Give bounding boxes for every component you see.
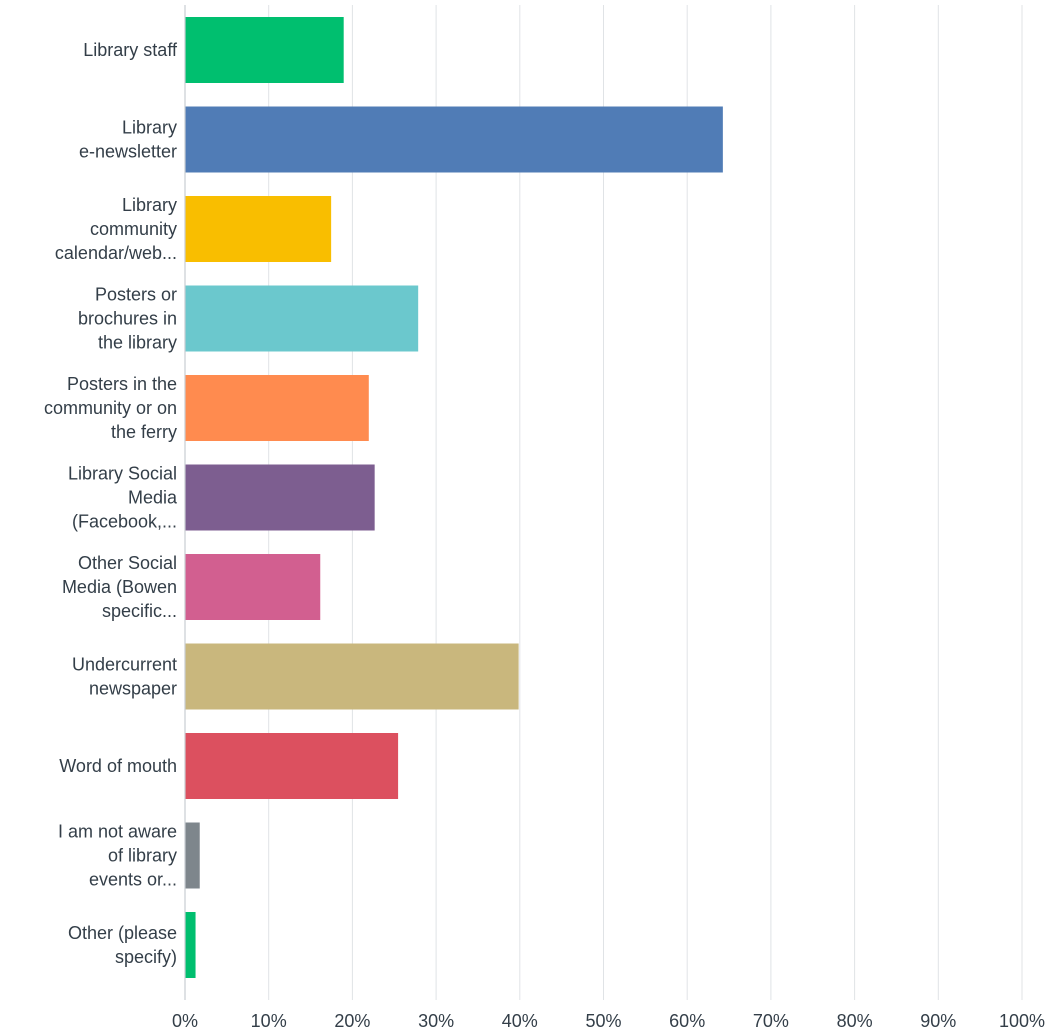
x-tick-label: 60% — [669, 1011, 705, 1031]
category-label: Other (please — [68, 923, 177, 943]
category-label: I am not aware — [58, 822, 177, 842]
x-tick-label: 80% — [837, 1011, 873, 1031]
category-label: specific... — [102, 601, 177, 621]
category-label: community or on — [44, 398, 177, 418]
category-label: Undercurrent — [72, 655, 177, 675]
x-tick-label: 100% — [999, 1011, 1045, 1031]
category-labels: Library staff Library e-newsletter Library c… — [44, 40, 178, 967]
bar — [185, 464, 375, 531]
category-label: e-newsletter — [79, 142, 177, 162]
category-label: Library — [122, 195, 177, 215]
x-tick-label: 40% — [502, 1011, 538, 1031]
category-label: events or... — [89, 870, 177, 890]
category-label: Media — [128, 488, 178, 508]
x-tick-label: 70% — [753, 1011, 789, 1031]
category-label: Posters in the — [67, 374, 177, 394]
bar — [185, 643, 519, 710]
x-tick-label: 50% — [585, 1011, 621, 1031]
category-label: community — [90, 219, 177, 239]
category-label: Posters or — [95, 285, 177, 305]
category-label: Word of mouth — [59, 756, 177, 776]
category-label: the library — [98, 333, 177, 353]
bar — [185, 733, 399, 799]
bars — [185, 17, 723, 978]
bar — [185, 17, 344, 83]
category-label: calendar/web... — [55, 243, 177, 263]
category-label: (Facebook,... — [72, 512, 177, 532]
x-tick-label: 90% — [920, 1011, 956, 1031]
bar — [185, 822, 200, 889]
category-label: Other Social — [78, 553, 177, 573]
x-tick-label: 30% — [418, 1011, 454, 1031]
bar — [185, 285, 419, 352]
category-label: the ferry — [111, 422, 177, 442]
category-label: Media (Bowen — [62, 577, 177, 597]
category-label: Library staff — [83, 40, 178, 60]
bar — [185, 912, 196, 978]
category-label: of library — [108, 846, 177, 866]
bar — [185, 106, 723, 173]
bar — [185, 196, 332, 262]
bar — [185, 375, 369, 441]
bar — [185, 554, 321, 620]
category-label: Library Social — [68, 464, 177, 484]
x-tick-label: 0% — [172, 1011, 198, 1031]
category-label: newspaper — [89, 679, 177, 699]
category-label: brochures in — [78, 309, 177, 329]
category-label: Library — [122, 118, 177, 138]
x-tick-label: 20% — [334, 1011, 370, 1031]
x-tick-label: 10% — [251, 1011, 287, 1031]
x-tick-labels: 0% 10% 20% 30% 40% 50% 60% 70% 80% 90% 100% — [172, 1011, 1045, 1031]
category-label: specify) — [115, 947, 177, 967]
